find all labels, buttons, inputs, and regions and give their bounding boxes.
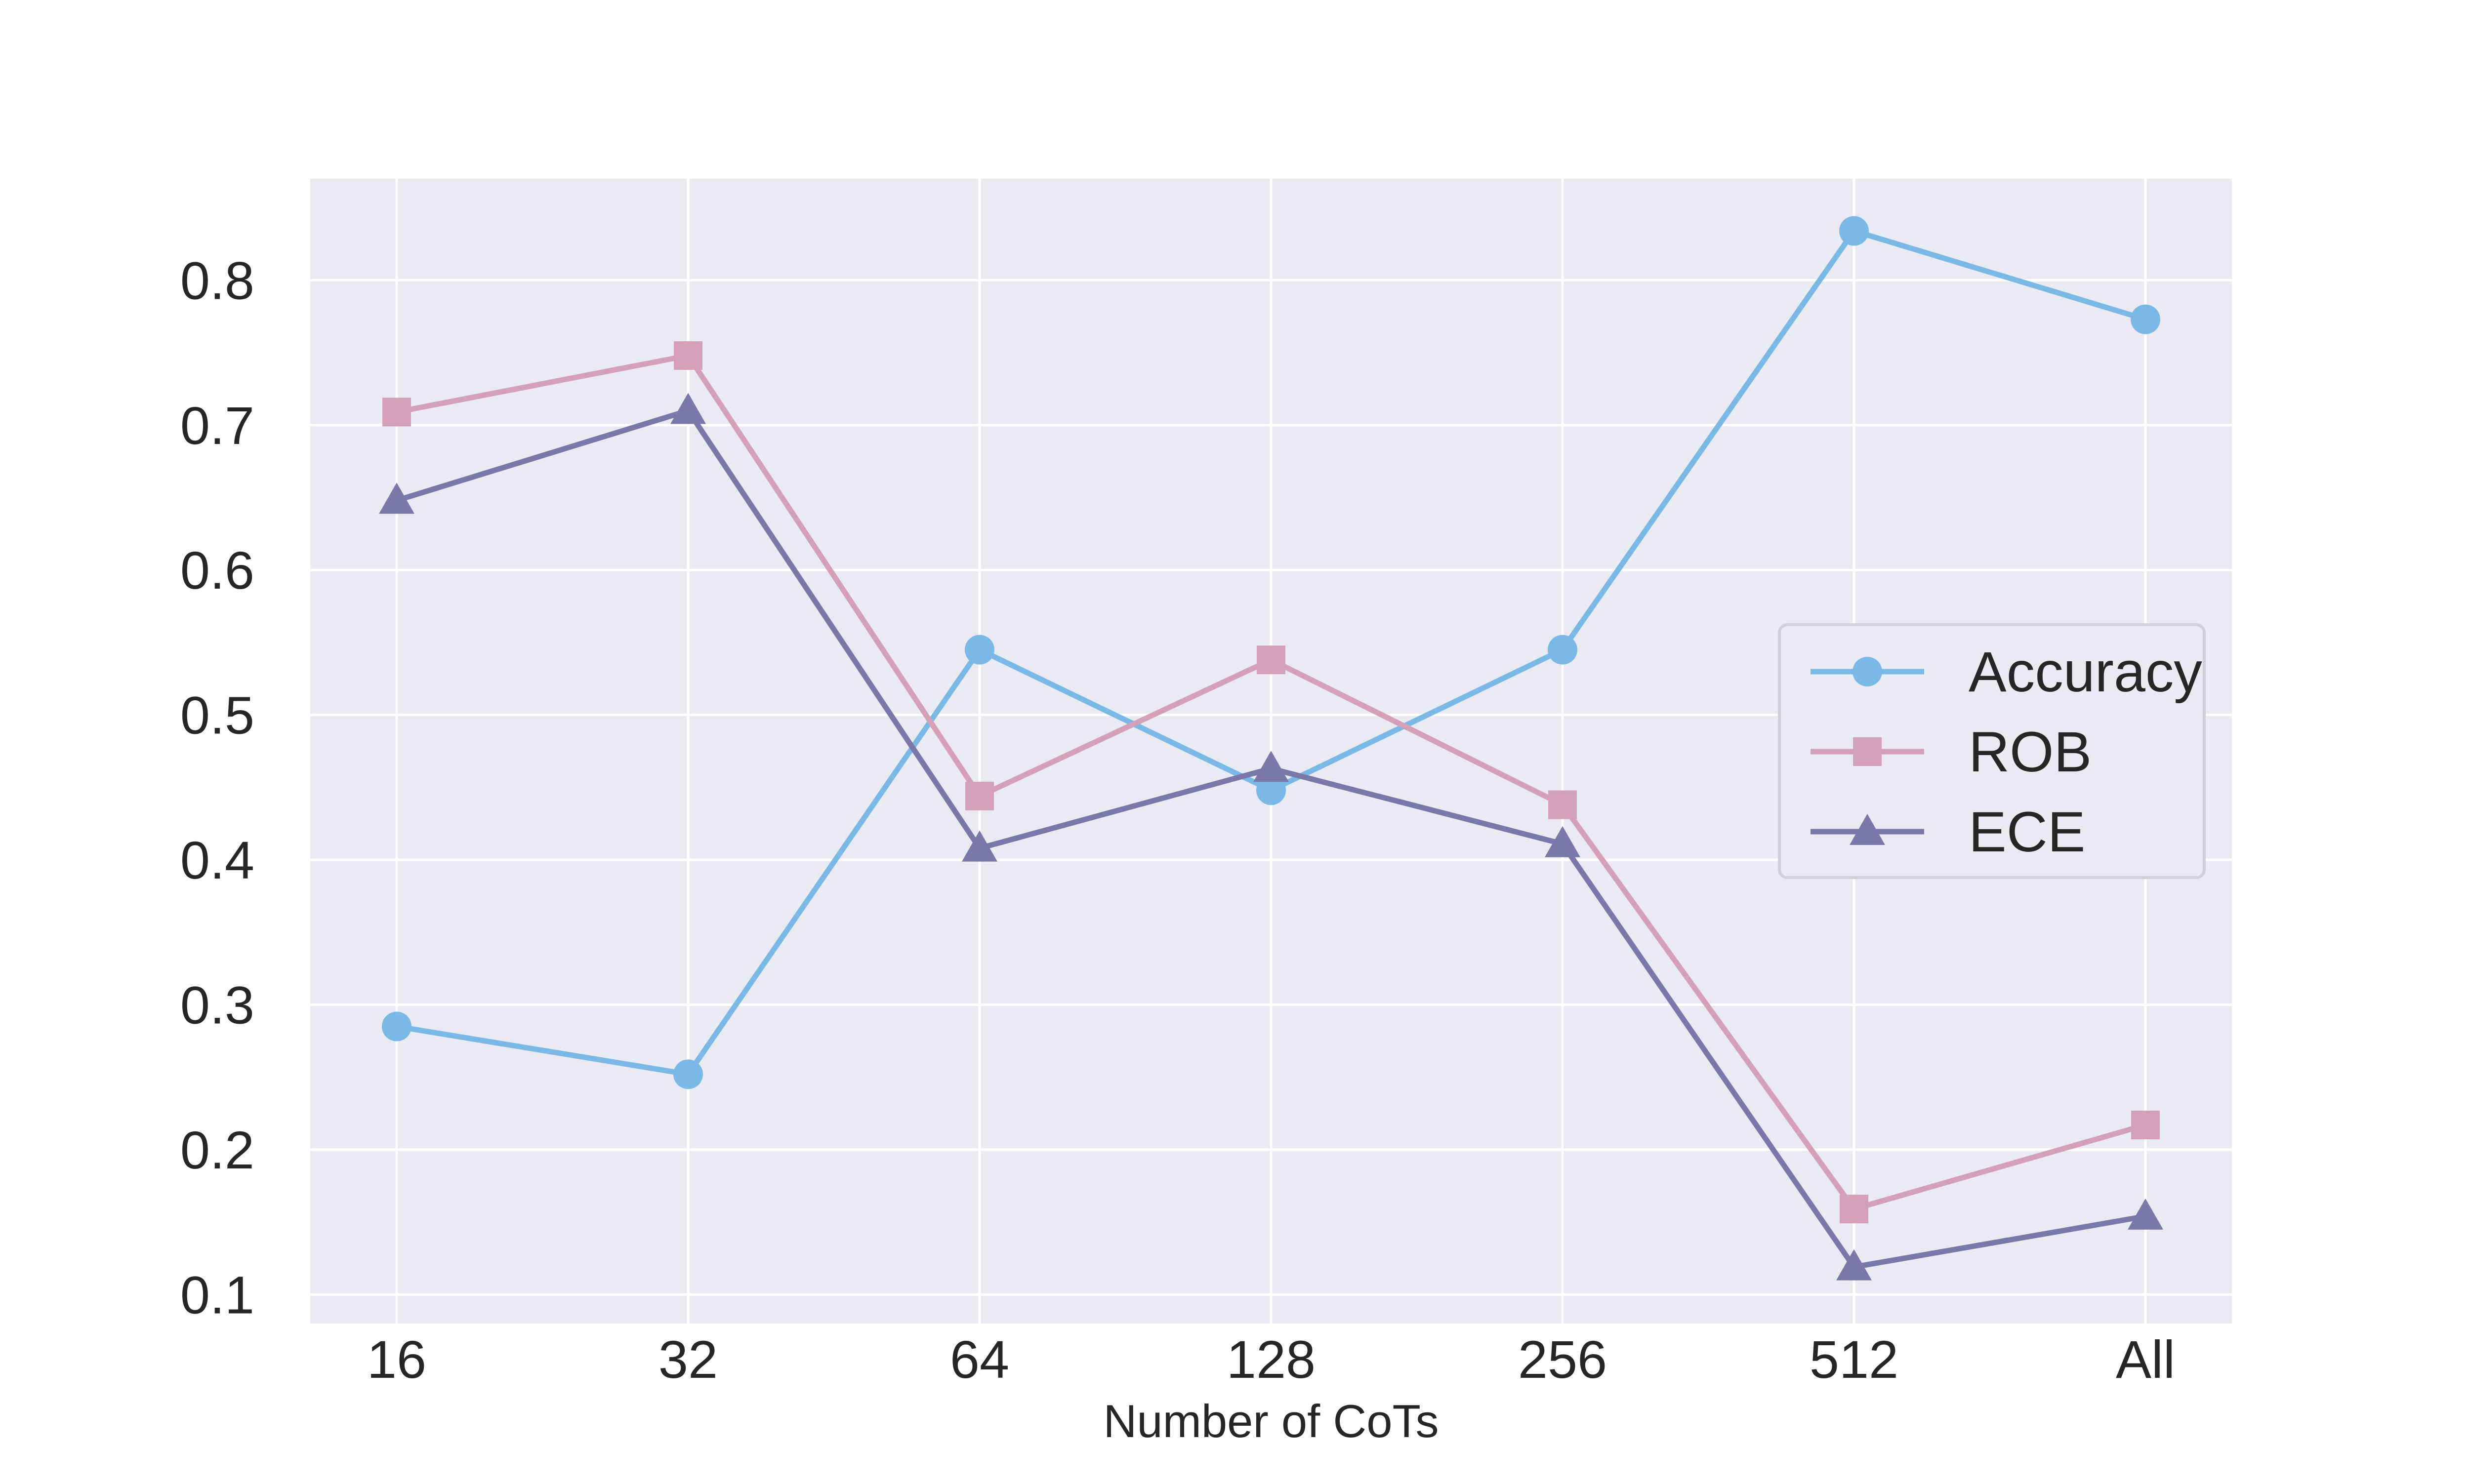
data-point-rob <box>382 398 411 427</box>
data-point-rob <box>1840 1195 1868 1224</box>
x-tick-label: All <box>2116 1329 2175 1389</box>
series-ece <box>379 393 2163 1281</box>
x-axis-title: Number of CoTs <box>1103 1395 1439 1447</box>
data-point-ece <box>2128 1198 2163 1230</box>
data-point-accuracy <box>673 1059 703 1089</box>
series-accuracy <box>382 216 2160 1089</box>
legend-box <box>1778 623 2206 879</box>
legend-marker-ece <box>1850 814 1885 845</box>
legend-marker-accuracy <box>1852 657 1882 686</box>
x-tick-label: 512 <box>1810 1329 1898 1389</box>
y-tick-label: 0.7 <box>180 396 254 455</box>
legend-item-ece: ECE <box>1811 801 2085 864</box>
data-point-accuracy <box>1256 775 1286 805</box>
y-axis-ticks: 0.1 0.2 0.3 0.4 0.5 0.6 0.7 0.8 <box>180 250 254 1324</box>
y-tick-label: 0.2 <box>180 1120 254 1180</box>
data-point-rob <box>1548 790 1577 819</box>
data-point-accuracy <box>1839 216 1869 246</box>
legend: Accuracy ROB ECE <box>1778 623 2206 879</box>
x-tick-label: 128 <box>1227 1329 1316 1389</box>
data-point-ece <box>1836 1249 1872 1281</box>
legend-label-ece: ECE <box>1969 801 2085 864</box>
y-tick-label: 0.8 <box>180 250 254 310</box>
x-axis-ticks: 16 32 64 128 256 512 All <box>367 1329 2175 1389</box>
legend-item-accuracy: Accuracy <box>1811 641 2202 704</box>
data-point-ece <box>962 830 997 862</box>
data-point-ece <box>1545 826 1580 857</box>
data-point-rob <box>1257 645 1285 675</box>
x-tick-label: 256 <box>1518 1329 1607 1389</box>
legend-item-rob: ROB <box>1811 721 2092 784</box>
y-tick-label: 0.5 <box>180 685 254 745</box>
series-layer <box>379 216 2163 1281</box>
y-tick-label: 0.6 <box>180 540 254 600</box>
data-point-rob <box>965 781 994 810</box>
x-tick-label: 64 <box>950 1329 1009 1389</box>
y-tick-label: 0.3 <box>180 975 254 1035</box>
data-point-ece <box>670 393 706 424</box>
x-tick-label: 32 <box>659 1329 718 1389</box>
legend-label-rob: ROB <box>1969 721 2092 784</box>
y-tick-label: 0.1 <box>180 1265 254 1324</box>
data-point-accuracy <box>1548 635 1577 665</box>
data-point-rob <box>2131 1111 2160 1140</box>
data-point-ece <box>1253 751 1289 782</box>
data-point-accuracy <box>382 1011 412 1042</box>
data-point-accuracy <box>965 635 994 665</box>
y-tick-label: 0.4 <box>180 830 254 890</box>
legend-marker-rob <box>1853 737 1882 766</box>
data-point-ece <box>379 482 414 514</box>
series-rob <box>382 341 2160 1224</box>
x-tick-label: 16 <box>367 1329 426 1389</box>
data-point-rob <box>674 341 702 370</box>
legend-label-accuracy: Accuracy <box>1969 641 2202 704</box>
data-point-accuracy <box>2131 304 2160 334</box>
